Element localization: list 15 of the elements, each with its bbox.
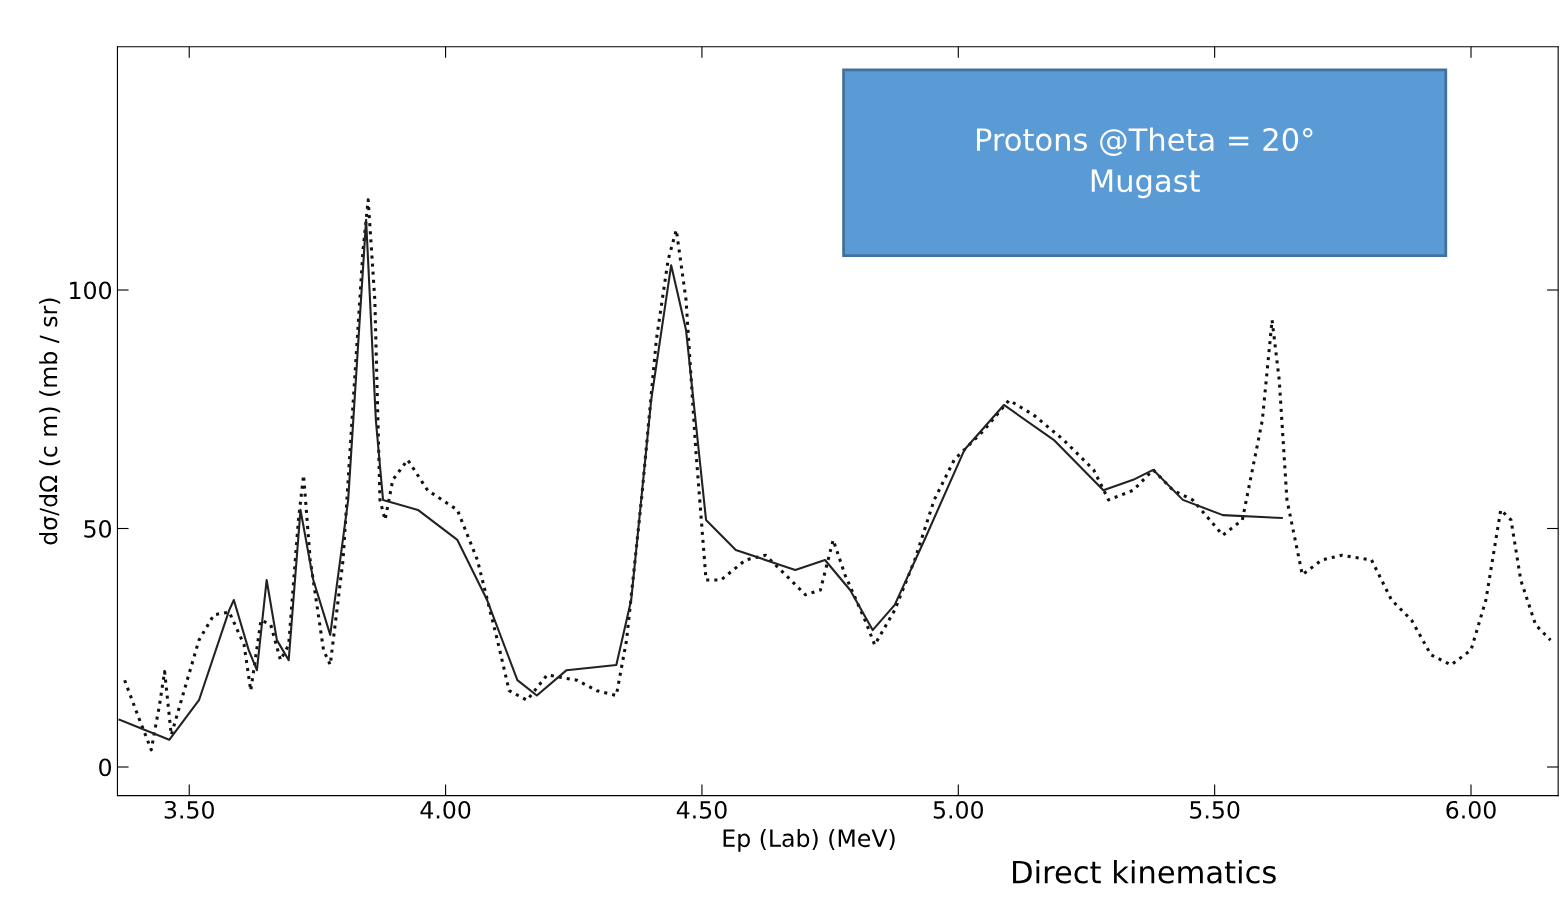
x-tick-label: 5.50 <box>1190 800 1240 819</box>
line-series <box>123 198 1553 752</box>
y-tick-label: 50 <box>84 519 112 538</box>
x-tick-label: 4.50 <box>676 800 727 819</box>
annotation: Protons @Theta = 20° Mugast <box>976 127 1313 199</box>
x-tick-label: 4.00 <box>420 800 471 819</box>
x-axis-title: Ep (Lab) (MeV) <box>723 828 895 852</box>
text: Direct kinematics <box>1013 859 1276 884</box>
line-series <box>118 218 1283 741</box>
x-tick-label: 3.50 <box>164 800 214 819</box>
y-tick-label: 0 <box>99 758 112 777</box>
y-axis-title: dσ/dΩ (c m) (mb / sr) <box>39 298 61 545</box>
x-tick-label: 6.00 <box>1446 800 1496 819</box>
x-tick-label: 5.00 <box>933 800 984 819</box>
y-tick-label: 100 <box>70 281 112 300</box>
